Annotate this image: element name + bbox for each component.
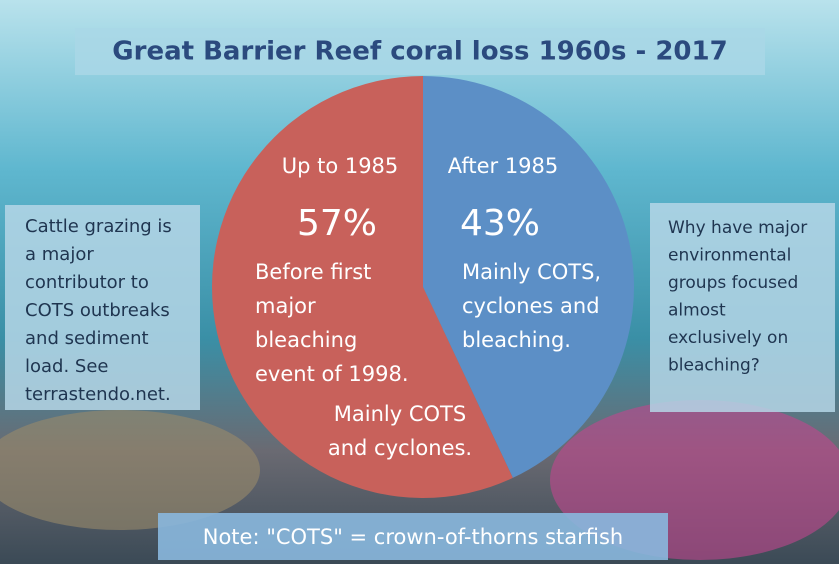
side-note: almost	[668, 301, 726, 321]
slice-note: Mainly COTS,	[462, 260, 601, 284]
side-note: COTS outbreaks	[25, 300, 170, 321]
chart-title: Great Barrier Reef coral loss 1960s - 20…	[112, 37, 727, 67]
side-note: load. See	[25, 356, 109, 377]
side-note: environmental	[668, 246, 791, 266]
slice-value: 43%	[460, 203, 540, 244]
side-note: terrastendo.net.	[25, 384, 171, 405]
infographic: Great Barrier Reef coral loss 1960s - 20…	[0, 0, 839, 564]
side-note: and sediment	[25, 328, 149, 349]
slice-note: bleaching	[255, 328, 357, 352]
slice-value: 57%	[297, 203, 377, 244]
slice-note: and cyclones.	[328, 436, 472, 460]
slice-note: cyclones and	[462, 294, 600, 318]
footnote: Note: "COTS" = crown-of-thorns starfish	[203, 525, 624, 549]
side-note: Cattle grazing is	[25, 216, 172, 237]
slice-note: bleaching.	[462, 328, 571, 352]
slice-note: event of 1998.	[255, 362, 409, 386]
side-note: Why have major	[668, 218, 807, 238]
slice-note: Before first	[255, 260, 371, 284]
page: Great Barrier Reef coral loss 1960s - 20…	[0, 0, 839, 564]
side-note: groups focused	[668, 273, 798, 293]
side-note: bleaching?	[668, 356, 760, 376]
slice-note: Mainly COTS	[334, 402, 466, 426]
slice-label: Up to 1985	[282, 154, 399, 178]
slice-note: major	[255, 294, 316, 318]
slice-label: After 1985	[448, 154, 559, 178]
side-note: a major	[25, 244, 94, 265]
side-note: exclusively on	[668, 328, 788, 348]
side-note: contributor to	[25, 272, 149, 293]
